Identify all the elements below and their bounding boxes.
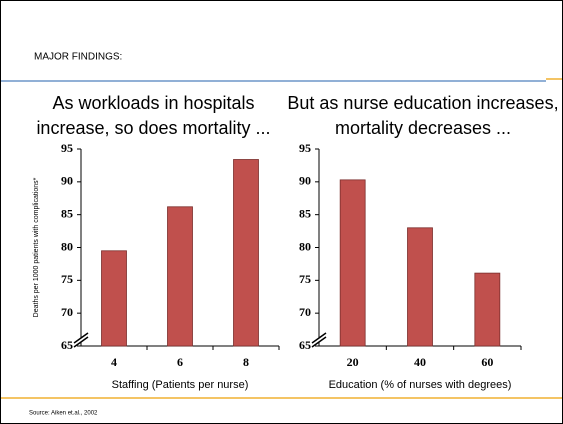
bar — [167, 206, 193, 347]
y-axis-label: Deaths per 1000 patients with complicati… — [33, 177, 40, 317]
axis-break — [311, 332, 327, 344]
bar — [233, 159, 259, 347]
y-tick-label: 85 — [61, 206, 73, 220]
bar — [101, 250, 127, 347]
axis-break — [73, 332, 89, 344]
y-tick-label: 85 — [299, 206, 311, 220]
bar — [407, 227, 433, 347]
chart-title: But as nurse education increases, mortal… — [287, 93, 559, 138]
y-tick-label: 65 — [61, 338, 73, 352]
y-tick-label: 95 — [299, 141, 311, 155]
y-tick-label: 90 — [61, 174, 73, 188]
y-tick-label: 70 — [61, 305, 73, 319]
y-tick-label: 70 — [299, 305, 311, 319]
x-tick-label: 60 — [481, 355, 493, 369]
x-axis-label: Education (% of nurses with degrees) — [329, 379, 512, 391]
axis-break — [74, 333, 88, 347]
header: MAJOR FINDINGS: — [34, 52, 122, 63]
chart-title: As workloads in hospitals increase, so d… — [36, 93, 271, 138]
y-tick-label: 95 — [61, 141, 73, 155]
x-tick-label: 40 — [414, 355, 426, 369]
y-tick-label: 80 — [61, 239, 73, 253]
y-tick-label: 75 — [299, 272, 311, 286]
bar — [339, 179, 366, 347]
axis-break — [73, 336, 89, 348]
x-tick-label: 8 — [243, 355, 249, 369]
y-tick-label: 65 — [299, 338, 311, 352]
axis-break — [312, 333, 326, 347]
y-tick-label: 90 — [299, 174, 311, 188]
bar — [474, 272, 501, 347]
x-axis-label: Staffing (Patients per nurse) — [112, 379, 249, 391]
x-tick-label: 6 — [177, 355, 183, 369]
source: Source: Aiken et.al., 2002 — [29, 411, 98, 417]
x-tick-label: 20 — [347, 355, 359, 369]
x-tick-label: 4 — [111, 355, 117, 369]
axis-break — [311, 336, 327, 348]
y-tick-label: 80 — [299, 239, 311, 253]
y-tick-label: 75 — [61, 272, 73, 286]
